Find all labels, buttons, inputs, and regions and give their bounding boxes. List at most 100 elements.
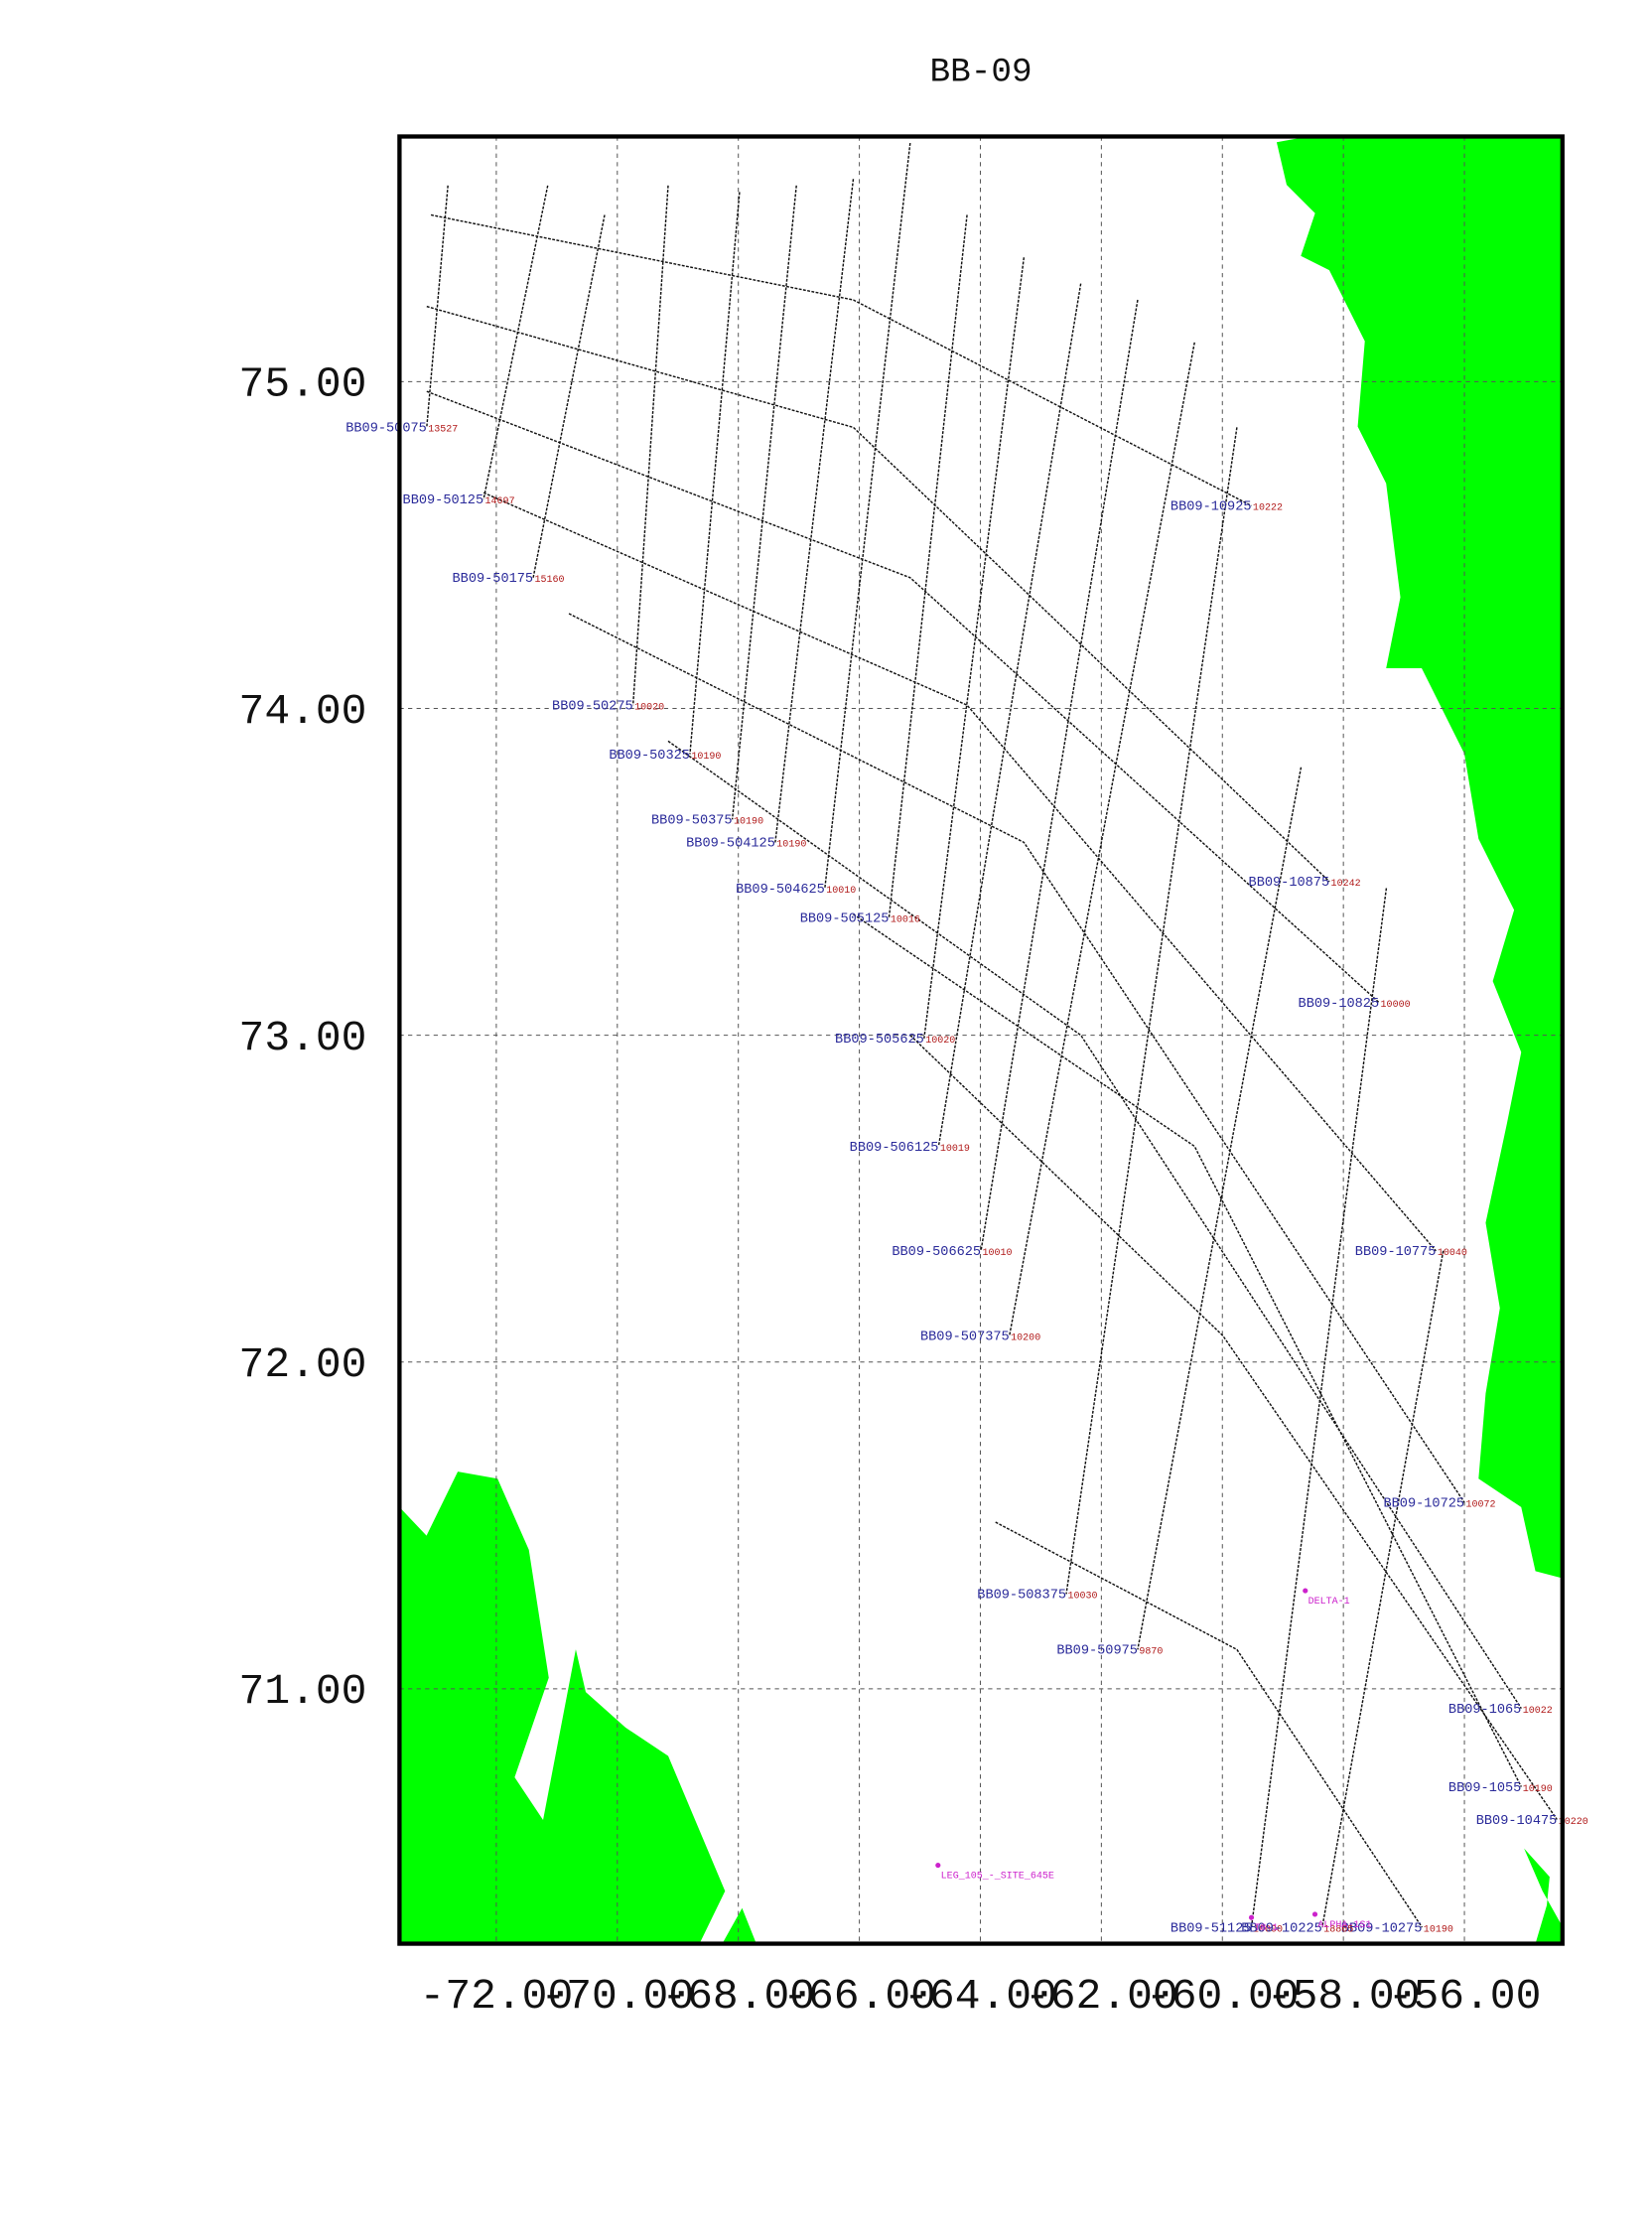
survey-line — [937, 283, 1082, 1147]
line-label: BB09-504125 — [686, 837, 775, 852]
x-tick-label: -56.00 — [1388, 1972, 1542, 2021]
x-tick-label: -58.00 — [1267, 1972, 1421, 2021]
site-marker — [935, 1862, 941, 1869]
site-label: DELTA-1 — [1308, 1597, 1350, 1608]
land-mass — [722, 1907, 757, 1944]
line-label: BB09-505625 — [835, 1033, 924, 1048]
x-tick-label: -60.00 — [1146, 1972, 1300, 2021]
line-label: BB09-10875 — [1249, 876, 1330, 891]
land — [399, 136, 1563, 1944]
shot-label: 10190 — [1523, 1784, 1553, 1795]
shot-label: 10000 — [1381, 1000, 1411, 1011]
survey-line — [430, 213, 1252, 507]
survey-line — [1065, 427, 1238, 1595]
survey-line — [568, 613, 1465, 1503]
x-tick-label: -72.00 — [420, 1972, 574, 2021]
line-label: BB09-50175 — [453, 572, 534, 587]
shot-label: 10019 — [940, 1144, 970, 1155]
x-tick-label: -70.00 — [540, 1972, 694, 2021]
survey-line — [426, 305, 1330, 883]
line-label: BB09-1055 — [1448, 1781, 1521, 1796]
shot-label: 18865 — [1323, 1924, 1353, 1935]
survey-line — [980, 299, 1139, 1251]
survey-line — [995, 1521, 1423, 1928]
line-label: BB09-50325 — [609, 749, 690, 764]
survey-line — [426, 390, 1380, 1004]
shot-label: 15160 — [535, 575, 565, 586]
shot-label: 13527 — [428, 425, 458, 436]
line-label: BB09-10775 — [1355, 1245, 1437, 1260]
survey-line — [426, 185, 449, 428]
shot-label: 10030 — [1067, 1592, 1097, 1603]
shot-label: 10000 — [1253, 1924, 1283, 1935]
survey-line — [667, 740, 1522, 1709]
line-label: BB09-10475 — [1476, 1814, 1558, 1829]
shot-label: 10190 — [1424, 1924, 1453, 1935]
survey-line — [1137, 767, 1303, 1650]
y-tick-label: 74.00 — [239, 687, 367, 736]
survey-line — [774, 179, 855, 843]
survey-line — [853, 913, 1522, 1787]
shot-label: 10190 — [776, 840, 806, 851]
survey-line — [888, 214, 968, 918]
shot-label: 10010 — [826, 886, 856, 897]
line-label: BB09-508375 — [977, 1589, 1066, 1604]
shot-label: 10016 — [891, 914, 920, 925]
land-mass — [1276, 136, 1563, 1579]
line-label: BB09-50275 — [552, 699, 633, 714]
survey-line — [824, 142, 911, 889]
shot-label: 10020 — [925, 1036, 955, 1047]
site-marker — [1303, 1588, 1308, 1594]
survey-line — [923, 257, 1026, 1039]
line-label: BB09-505125 — [800, 911, 890, 926]
survey-line — [731, 185, 797, 820]
shot-label: 10190 — [691, 752, 721, 763]
map-title: BB-09 — [930, 54, 1032, 92]
x-tick-label: -68.00 — [661, 1972, 815, 2021]
shot-label: 10010 — [983, 1248, 1013, 1259]
survey-line — [909, 1035, 1558, 1820]
land-mass — [1524, 1848, 1563, 1944]
survey-line — [689, 192, 741, 755]
survey-line — [482, 185, 549, 499]
line-label: BB09-50375 — [651, 814, 733, 829]
line-label: BB09-10725 — [1383, 1497, 1464, 1512]
line-label: BB09-50975 — [1056, 1644, 1138, 1659]
land-mass — [399, 1471, 726, 1944]
line-label: BB09-10925 — [1170, 500, 1252, 515]
line-label: BB09-506125 — [850, 1141, 939, 1156]
site-label: LEG_105_-_SITE_645E — [941, 1871, 1054, 1882]
shot-label: 14697 — [485, 496, 515, 507]
y-tick-label: 75.00 — [239, 360, 367, 409]
x-tick-label: -62.00 — [1025, 1972, 1178, 2021]
survey-line — [1009, 342, 1195, 1336]
survey-line — [1321, 1250, 1445, 1928]
site-marker — [1311, 1911, 1318, 1917]
line-label: BB09-507375 — [920, 1330, 1010, 1345]
site-marker — [1248, 1914, 1255, 1920]
shot-label: 10220 — [1559, 1817, 1588, 1828]
line-label: BB09-10225 — [1241, 1921, 1322, 1936]
shot-label: 10040 — [1438, 1248, 1467, 1259]
y-tick-label: 71.00 — [239, 1667, 367, 1716]
x-tick-label: -66.00 — [782, 1972, 936, 2021]
survey-line — [631, 185, 669, 706]
line-label: BB09-10825 — [1299, 997, 1380, 1012]
shot-label: 10022 — [1523, 1706, 1553, 1717]
survey-line — [482, 491, 1437, 1252]
shot-label: 9870 — [1139, 1647, 1163, 1658]
line-label: BB09-506625 — [892, 1245, 981, 1260]
line-label: BB09-10275 — [1341, 1921, 1423, 1936]
x-tick-label: -64.00 — [903, 1972, 1057, 2021]
line-label: BB09-51125 — [1170, 1921, 1252, 1936]
line-label: BB09-50125 — [403, 493, 484, 508]
site-label: T8-1 — [1254, 1923, 1278, 1934]
shot-label: 10020 — [634, 702, 664, 713]
survey-line — [532, 214, 606, 578]
line-label: BB09-1065 — [1448, 1703, 1521, 1718]
map-frame — [397, 134, 1565, 1946]
site-label: ALPHA-1S1 — [1317, 1920, 1371, 1931]
shot-label: 10242 — [1331, 879, 1361, 890]
